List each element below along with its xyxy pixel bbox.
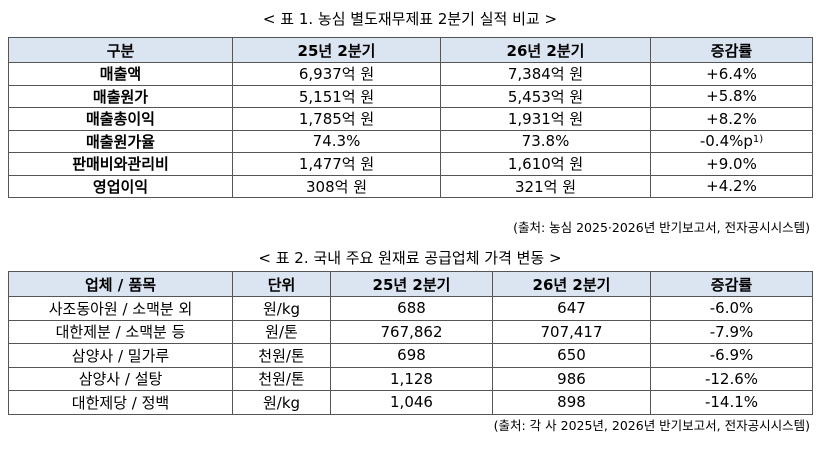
table-cell: +9.0% [650,152,813,176]
table-cell: 1,046 [330,390,493,415]
header-cell: 업체 / 품목 [8,271,233,297]
header-cell: 26년 2분기 [440,37,651,63]
header-cell: 단위 [232,271,331,297]
table-cell: 매출액 [8,62,233,86]
table-cell: 5,453억 원 [440,84,651,108]
table-cell: 판매비와관리비 [8,152,233,176]
table-row: 삼양사 / 설탕 천원/톤 1,128 986 -12.6% [8,366,813,391]
header-cell: 26년 2분기 [492,271,651,297]
table-cell: -14.1% [650,390,813,415]
table-cell: 321억 원 [440,174,651,198]
table-title: < 표 2. 국내 주요 원재료 공급업체 가격 변동 > [258,249,562,267]
table-row: 영업이익 308억 원 321억 원 +4.2% [8,174,813,198]
table-cell: 대한제분 / 소맥분 등 [8,319,233,344]
table-cell: 73.8% [440,129,651,153]
table-cell: 5,151억 원 [232,84,441,108]
header-cell: 25년 2분기 [330,271,493,297]
header-cell: 구분 [8,37,233,63]
table-cell: +6.4% [650,62,813,86]
table-cell: 삼양사 / 설탕 [8,366,233,391]
table-cell: -7.9% [650,319,813,344]
table-row: 삼양사 / 밀가루 천원/톤 698 650 -6.9% [8,343,813,368]
table-cell: 매출원가율 [8,129,233,153]
table-cell: -6.0% [650,296,813,321]
table-row: 대한제분 / 소맥분 등 원/톤 767,862 707,417 -7.9% [8,319,813,344]
table-cell: 1,477억 원 [232,152,441,176]
table-cell: 7,384억 원 [440,62,651,86]
table-cell: 6,937억 원 [232,62,441,86]
cell-text: -0.4%p [699,132,753,151]
table-row: 매출액 6,937억 원 7,384억 원 +6.4% [8,62,813,86]
table-title: < 표 1. 농심 별도재무제표 2분기 실적 비교 > [262,10,558,28]
table-cell: 매출원가 [8,84,233,108]
table-cell: 원/kg [232,296,331,321]
source-note: (출처: 농심 2025·2026년 반기보고서, 전자공시시스템) [513,220,810,235]
header-row: 구분 25년 2분기 26년 2분기 증감률 [8,37,813,63]
table-row: 대한제당 / 정백 원/kg 1,046 898 -14.1% [8,390,813,415]
table-cell: 986 [492,366,651,391]
table-row: 사조동아원 / 소맥분 외 원/kg 688 647 -6.0% [8,296,813,321]
footnote-mark: 1) [752,134,764,146]
table-cell: 688 [330,296,493,321]
header-row: 업체 / 품목 단위 25년 2분기 26년 2분기 증감률 [8,271,813,297]
table-cell: 천원/톤 [232,366,331,391]
table-cell: 원/kg [232,390,331,415]
table-cell: 삼양사 / 밀가루 [8,343,233,368]
table-cell: -0.4%p1) [650,129,813,153]
source-note: (출처: 각 사 2025년, 2026년 반기보고서, 전자공시시스템) [493,418,810,433]
table-cell: 898 [492,390,651,415]
header-cell: 증감률 [650,271,813,297]
table-cell: 1,128 [330,366,493,391]
table-cell: -12.6% [650,366,813,391]
table-cell: 매출총이익 [8,107,233,131]
table-row: 매출원가율 74.3% 73.8% -0.4%p1) [8,129,813,153]
table-cell: 영업이익 [8,174,233,198]
table-cell: 308억 원 [232,174,441,198]
table-cell: 대한제당 / 정백 [8,390,233,415]
table-cell: 767,862 [330,319,493,344]
table-cell: 원/톤 [232,319,331,344]
table-row: 매출원가 5,151억 원 5,453억 원 +5.8% [8,84,813,108]
table-cell: -6.9% [650,343,813,368]
table-cell: +8.2% [650,107,813,131]
table-cell: 647 [492,296,651,321]
table-cell: 천원/톤 [232,343,331,368]
table-cell: 1,931억 원 [440,107,651,131]
table-cell: 사조동아원 / 소맥분 외 [8,296,233,321]
header-cell: 25년 2분기 [232,37,441,63]
table-cell: 707,417 [492,319,651,344]
table-cell: 698 [330,343,493,368]
header-cell: 증감률 [650,37,813,63]
table: 구분 25년 2분기 26년 2분기 증감률 매출액 6,937억 원 7,384억 원 +6… [8,37,813,198]
table-cell: 1,610억 원 [440,152,651,176]
table-cell: 74.3% [232,129,441,153]
table-cell: 650 [492,343,651,368]
table-cell: +5.8% [650,84,813,108]
table-row: 매출총이익 1,785억 원 1,931억 원 +8.2% [8,107,813,131]
table-row: 판매비와관리비 1,477억 원 1,610억 원 +9.0% [8,152,813,176]
table-cell: +4.2% [650,174,813,198]
table-cell: 1,785억 원 [232,107,441,131]
